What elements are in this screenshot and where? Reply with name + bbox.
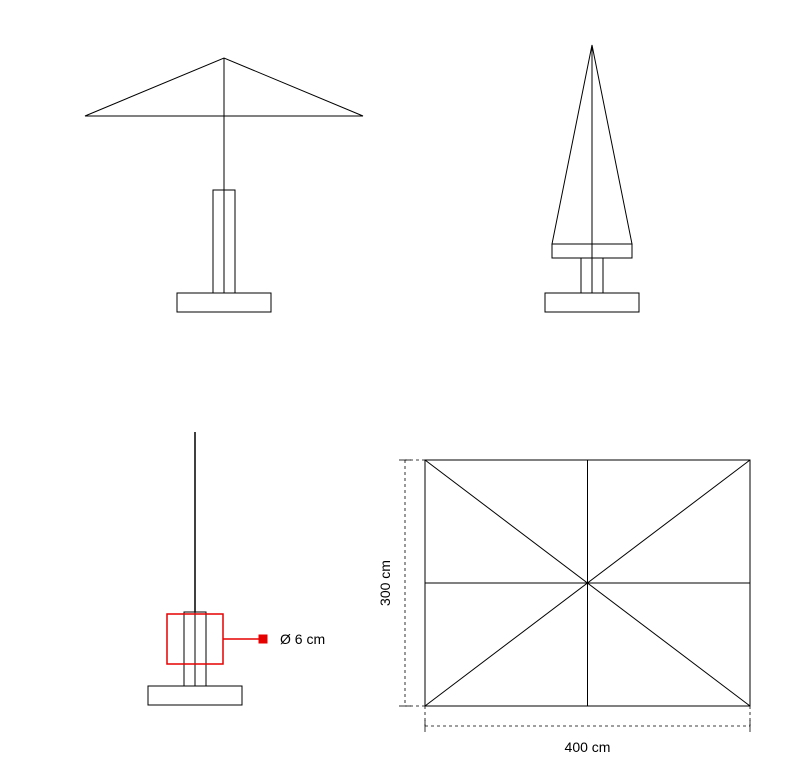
dim-height <box>399 460 425 706</box>
base-plate <box>177 293 271 312</box>
callout-marker-icon <box>259 635 268 644</box>
view-open-side <box>85 58 363 312</box>
canopy-ribs <box>425 460 750 706</box>
dim-height-label: 300 cm <box>377 560 393 606</box>
dim-width <box>425 706 750 732</box>
umbrella-technical-diagram: Ø 6 cm 400 cm 300 cm <box>0 0 800 784</box>
view-pole-detail: Ø 6 cm <box>148 432 325 705</box>
dim-width-label: 400 cm <box>565 739 611 755</box>
pole-diameter-label: Ø 6 cm <box>280 631 325 647</box>
base-plate-detail <box>148 686 242 705</box>
view-closed-side <box>545 45 639 312</box>
base-plate-closed <box>545 293 639 312</box>
view-top-plan: 400 cm 300 cm <box>377 460 750 755</box>
